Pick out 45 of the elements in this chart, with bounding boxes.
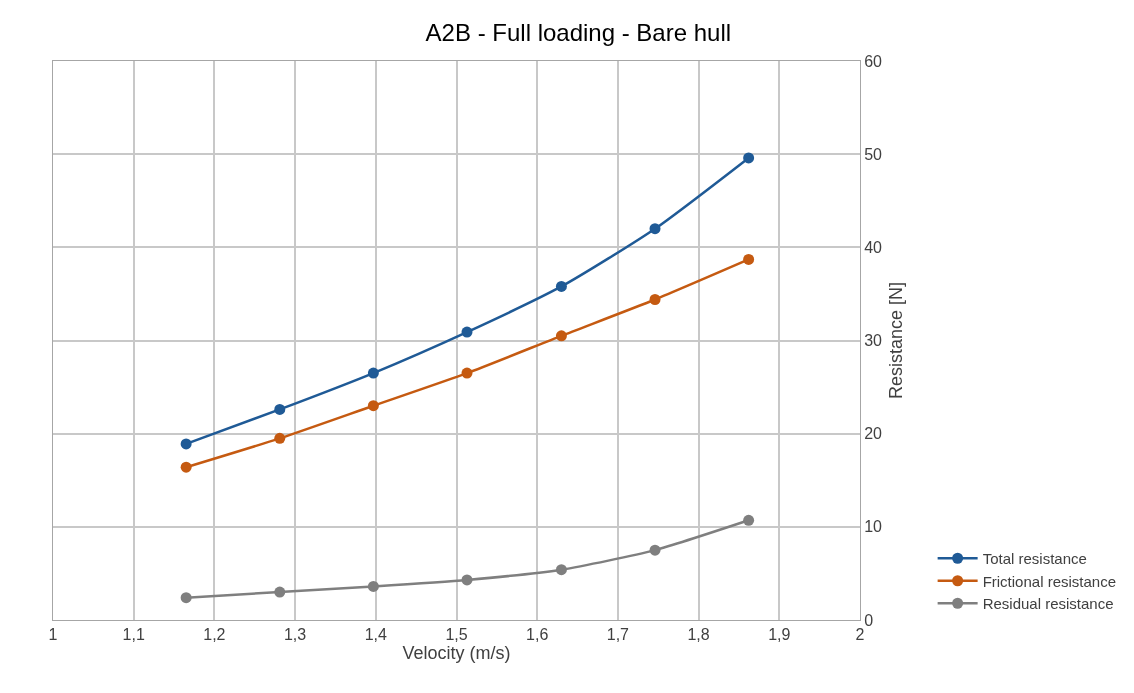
chart-title: A2B - Full loading - Bare hull (425, 19, 732, 47)
y-tick-label: 50 (864, 145, 883, 163)
x-tick-label: 1,2 (203, 626, 226, 644)
point (649, 223, 661, 235)
x-tick-label: 2 (855, 626, 865, 644)
point (743, 152, 755, 164)
point (649, 294, 661, 306)
point (461, 574, 473, 586)
point (367, 580, 379, 592)
x-tick-label: 1,6 (526, 626, 549, 644)
point (180, 592, 192, 604)
point (743, 514, 755, 526)
point (461, 367, 473, 379)
point (461, 326, 473, 338)
point (274, 403, 286, 415)
x-tick-label: 1,5 (445, 626, 468, 644)
y-axis-title: Resistance [N] (886, 281, 907, 400)
legend-label: Residual resistance (982, 595, 1114, 613)
x-tick-label: 1,9 (768, 626, 791, 644)
legend-label: Frictional resistance (982, 572, 1117, 590)
point (180, 438, 192, 450)
point (367, 367, 379, 379)
point (367, 400, 379, 412)
x-tick-label: 1,1 (122, 626, 145, 644)
x-axis-title: Velocity (m/s) (402, 643, 511, 664)
y-tick-label: 10 (864, 518, 883, 536)
point (274, 586, 286, 598)
y-tick-label: 20 (864, 425, 883, 443)
point (555, 280, 567, 292)
point (180, 461, 192, 473)
x-tick-label: 1,4 (364, 626, 388, 644)
y-tick-label: 60 (864, 52, 883, 70)
point (649, 544, 661, 556)
y-tick-label: 30 (864, 332, 883, 350)
point (743, 253, 755, 265)
x-tick-label: 1,3 (283, 626, 307, 644)
legend-label: Total resistance (982, 550, 1087, 568)
x-tick-label: 1,7 (606, 626, 630, 644)
x-tick-label: 1,8 (687, 626, 710, 644)
point (555, 564, 567, 576)
y-tick-label: 0 (864, 611, 874, 629)
x-tick-label: 1 (48, 626, 58, 644)
point (555, 330, 567, 342)
y-tick-label: 40 (864, 238, 883, 256)
point (274, 432, 286, 444)
